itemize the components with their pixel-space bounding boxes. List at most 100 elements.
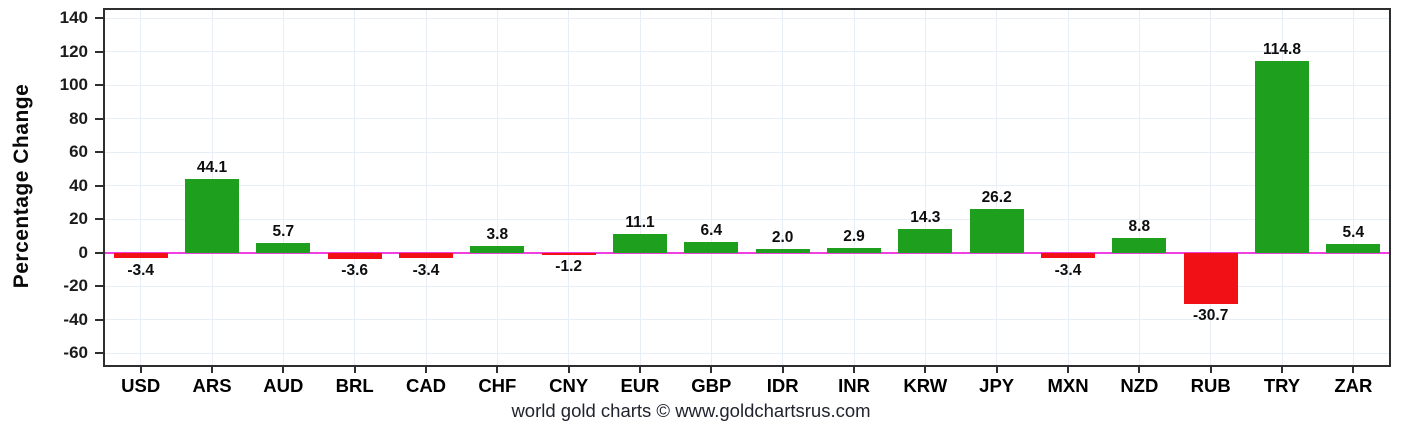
y-tick-label: 80 bbox=[69, 108, 88, 128]
v-gridline bbox=[1210, 10, 1212, 365]
bar-value-label: -1.2 bbox=[555, 257, 583, 275]
x-category-label: GBP bbox=[691, 375, 732, 396]
h-gridline bbox=[105, 151, 1389, 153]
y-tick-label: 40 bbox=[69, 175, 88, 195]
v-gridline bbox=[710, 10, 712, 365]
v-gridline bbox=[782, 10, 784, 365]
h-gridline bbox=[105, 285, 1389, 287]
x-category-label: NZD bbox=[1120, 375, 1159, 396]
x-tick-mark bbox=[139, 367, 142, 373]
y-tick-mark bbox=[95, 117, 103, 120]
x-category-label: BRL bbox=[335, 375, 374, 396]
bar-positive bbox=[613, 234, 667, 253]
bar-value-label: 14.3 bbox=[910, 208, 941, 226]
bar-value-label: -3.4 bbox=[127, 261, 155, 279]
bar-value-label: 5.7 bbox=[272, 223, 295, 241]
bar-value-label: 2.9 bbox=[843, 227, 865, 245]
bar-value-label: 8.8 bbox=[1128, 218, 1151, 236]
y-tick-mark bbox=[95, 84, 103, 87]
bar-negative bbox=[327, 252, 382, 259]
x-category-label: TRY bbox=[1263, 375, 1301, 396]
bar-positive bbox=[256, 243, 311, 253]
x-category-label: INR bbox=[838, 375, 870, 396]
bar-value-label: -3.6 bbox=[341, 261, 369, 279]
y-tick-label: 60 bbox=[69, 142, 88, 162]
x-tick-mark bbox=[496, 367, 499, 373]
x-category-label: USD bbox=[121, 375, 161, 396]
bar-value-label: 44.1 bbox=[196, 158, 228, 176]
y-tick-mark bbox=[95, 352, 103, 355]
bar-negative bbox=[1041, 252, 1095, 259]
x-category-label: CNY bbox=[549, 375, 589, 396]
y-tick-mark bbox=[95, 17, 103, 20]
bar-positive bbox=[898, 228, 953, 253]
bar-positive bbox=[1326, 243, 1381, 253]
x-tick-mark bbox=[282, 367, 285, 373]
x-tick-mark bbox=[781, 367, 784, 373]
x-category-label: IDR bbox=[766, 375, 799, 396]
bar-value-label: 3.8 bbox=[486, 226, 509, 244]
x-tick-mark bbox=[639, 367, 641, 373]
v-gridline bbox=[496, 10, 498, 365]
y-tick-label: 20 bbox=[69, 209, 88, 229]
x-category-label: CAD bbox=[405, 375, 447, 396]
h-gridline bbox=[105, 84, 1389, 86]
y-tick-label: 120 bbox=[59, 41, 88, 61]
h-gridline bbox=[105, 319, 1389, 321]
bar-positive bbox=[969, 208, 1024, 253]
v-gridline bbox=[639, 10, 641, 365]
x-category-label: AUD bbox=[263, 375, 304, 396]
y-tick-mark bbox=[95, 251, 103, 254]
y-tick-label: -20 bbox=[63, 276, 88, 296]
bar-negative bbox=[113, 252, 168, 259]
x-category-label: KRW bbox=[903, 375, 948, 396]
bar-positive bbox=[470, 246, 525, 253]
x-tick-mark bbox=[995, 367, 998, 373]
v-gridline bbox=[354, 10, 356, 365]
x-tick-mark bbox=[1209, 367, 1212, 373]
y-axis: -60 -40 -20 0 20 40 60 80 100 120 140 bbox=[0, 8, 103, 367]
x-category-label: ARS bbox=[192, 375, 232, 396]
x-category-label: CHF bbox=[478, 375, 517, 396]
bar-value-label: -3.4 bbox=[1054, 261, 1082, 279]
x-axis: USD ARS AUD BRL CAD CHF CNY EUR GBP IDR INR KRW JPY M… bbox=[103, 367, 1391, 412]
v-gridline bbox=[853, 10, 855, 365]
bar-value-label: -30.7 bbox=[1192, 307, 1229, 325]
chart-caption: world gold charts © www.goldchartsrus.co… bbox=[511, 400, 871, 421]
bar-negative bbox=[399, 252, 453, 259]
y-tick-mark bbox=[95, 318, 103, 321]
h-gridline bbox=[105, 17, 1389, 19]
y-tick-label: 140 bbox=[59, 8, 88, 28]
x-tick-mark bbox=[710, 367, 713, 373]
y-tick-mark bbox=[95, 50, 103, 53]
y-tick-label: 0 bbox=[78, 242, 88, 262]
bar-negative bbox=[1183, 252, 1238, 305]
v-gridline bbox=[996, 10, 998, 365]
y-tick-label: 100 bbox=[59, 75, 88, 95]
y-tick-mark bbox=[95, 218, 103, 221]
x-tick-mark bbox=[211, 367, 213, 373]
h-gridline bbox=[105, 185, 1389, 187]
h-gridline bbox=[105, 51, 1389, 53]
v-gridline bbox=[1138, 10, 1140, 365]
y-tick-mark bbox=[95, 151, 103, 154]
bar-value-label: -3.4 bbox=[412, 261, 440, 279]
bar-value-label: 114.8 bbox=[1263, 40, 1301, 58]
x-tick-mark bbox=[853, 367, 855, 373]
plot-area: -3.4 44.1 5.7 -3.6 -3.4 3.8 -1.2 11.1 6.4 2.0 2.9 1… bbox=[103, 8, 1391, 367]
bar-positive bbox=[684, 242, 739, 253]
x-tick-mark bbox=[425, 367, 427, 373]
v-gridline bbox=[425, 10, 427, 365]
y-tick-label: -60 bbox=[63, 343, 88, 363]
y-tick-mark bbox=[95, 184, 103, 187]
x-tick-mark bbox=[567, 367, 570, 373]
bar-negative bbox=[541, 252, 596, 255]
x-tick-mark bbox=[1138, 367, 1141, 373]
h-gridline bbox=[105, 218, 1389, 220]
y-tick-mark bbox=[95, 285, 103, 288]
x-category-label: EUR bbox=[620, 375, 660, 396]
v-gridline bbox=[1067, 10, 1069, 365]
bar-value-label: 6.4 bbox=[700, 222, 723, 240]
h-gridline bbox=[105, 118, 1389, 120]
